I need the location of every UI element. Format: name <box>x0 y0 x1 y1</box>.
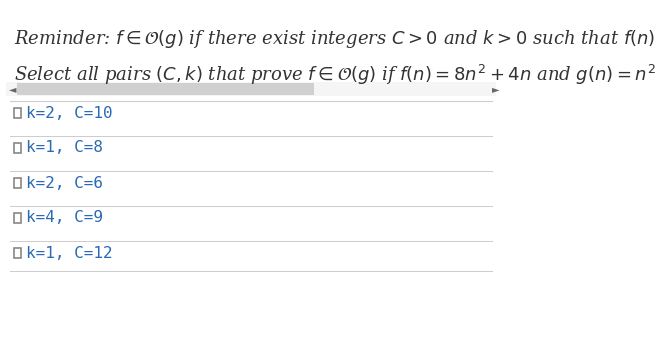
Text: k=1, C=12: k=1, C=12 <box>26 245 113 261</box>
FancyBboxPatch shape <box>16 83 314 95</box>
FancyBboxPatch shape <box>14 248 21 258</box>
FancyBboxPatch shape <box>14 108 21 118</box>
Text: Reminder: $f \in \mathcal{O}(g)$ if there exist integers $C > 0$ and $k > 0$ suc: Reminder: $f \in \mathcal{O}(g)$ if ther… <box>14 28 659 50</box>
Text: ◄: ◄ <box>9 84 16 94</box>
Text: k=1, C=8: k=1, C=8 <box>26 140 103 155</box>
Text: k=4, C=9: k=4, C=9 <box>26 211 103 225</box>
FancyBboxPatch shape <box>14 178 21 188</box>
FancyBboxPatch shape <box>6 82 496 96</box>
Text: Select all pairs $(C, k)$ that prove $f \in \mathcal{O}(g)$ if $f(n) = 8n^2 + 4n: Select all pairs $(C, k)$ that prove $f … <box>14 63 656 87</box>
Text: k=2, C=10: k=2, C=10 <box>26 106 113 121</box>
FancyBboxPatch shape <box>14 143 21 153</box>
Text: ►: ► <box>492 84 499 94</box>
Text: k=2, C=6: k=2, C=6 <box>26 175 103 191</box>
FancyBboxPatch shape <box>14 213 21 223</box>
